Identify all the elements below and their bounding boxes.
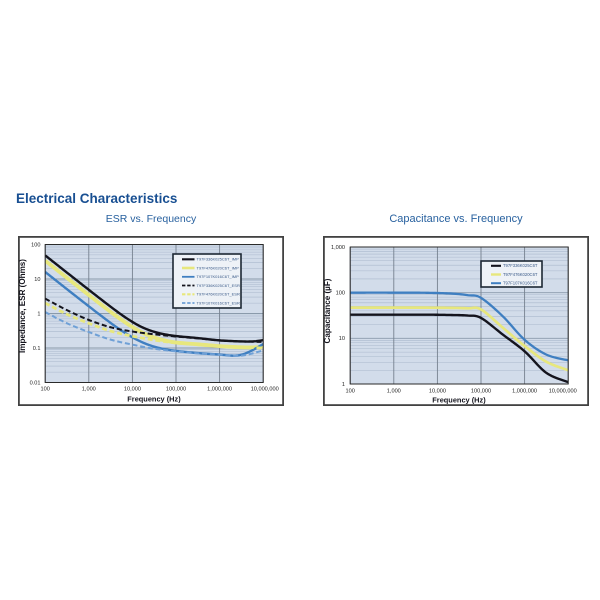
svg-text:100: 100 xyxy=(31,242,40,248)
svg-text:1,000: 1,000 xyxy=(387,389,401,395)
svg-text:T97F336K025C6T_IMP: T97F336K025C6T_IMP xyxy=(197,257,240,262)
svg-text:1,000,000: 1,000,000 xyxy=(207,387,232,393)
svg-text:100,000: 100,000 xyxy=(471,389,491,395)
svg-text:T97F107K016C6T_ESR: T97F107K016C6T_ESR xyxy=(197,301,240,306)
svg-text:10,000,000: 10,000,000 xyxy=(251,387,279,393)
svg-text:10: 10 xyxy=(339,336,345,342)
svg-text:1: 1 xyxy=(37,311,40,317)
svg-text:Capacitance (µF): Capacitance (µF) xyxy=(323,278,332,343)
svg-text:10,000: 10,000 xyxy=(124,387,141,393)
svg-text:Impedance, ESR (Ohms): Impedance, ESR (Ohms) xyxy=(18,259,27,353)
svg-text:T97F336K025C6T_ESR: T97F336K025C6T_ESR xyxy=(197,283,240,288)
svg-text:100: 100 xyxy=(336,291,345,297)
svg-text:1,000: 1,000 xyxy=(331,245,345,251)
svg-text:Frequency (Hz): Frequency (Hz) xyxy=(127,394,181,403)
svg-text:T97F107K016C6T: T97F107K016C6T xyxy=(503,281,538,286)
svg-text:1,000,000: 1,000,000 xyxy=(512,389,537,395)
svg-text:Frequency (Hz): Frequency (Hz) xyxy=(432,395,486,404)
svg-text:1: 1 xyxy=(342,382,345,388)
svg-text:10,000,000: 10,000,000 xyxy=(549,389,577,395)
svg-text:1,000: 1,000 xyxy=(82,387,96,393)
svg-text:100: 100 xyxy=(41,387,50,393)
svg-text:0.01: 0.01 xyxy=(30,380,41,386)
svg-text:10,000: 10,000 xyxy=(429,389,446,395)
svg-text:10: 10 xyxy=(34,277,40,283)
svg-text:T97F476K020C6T: T97F476K020C6T xyxy=(503,272,538,277)
svg-text:T97F476K020C6T_IMP: T97F476K020C6T_IMP xyxy=(197,265,240,270)
svg-text:T97F476K020C6T_ESR: T97F476K020C6T_ESR xyxy=(197,292,240,297)
svg-text:T97F336K025C6T: T97F336K025C6T xyxy=(503,263,538,268)
svg-text:100,000: 100,000 xyxy=(166,387,186,393)
svg-text:T97F107K016C6T_IMP: T97F107K016C6T_IMP xyxy=(197,274,240,279)
svg-text:0.1: 0.1 xyxy=(33,346,41,352)
svg-text:100: 100 xyxy=(346,389,355,395)
